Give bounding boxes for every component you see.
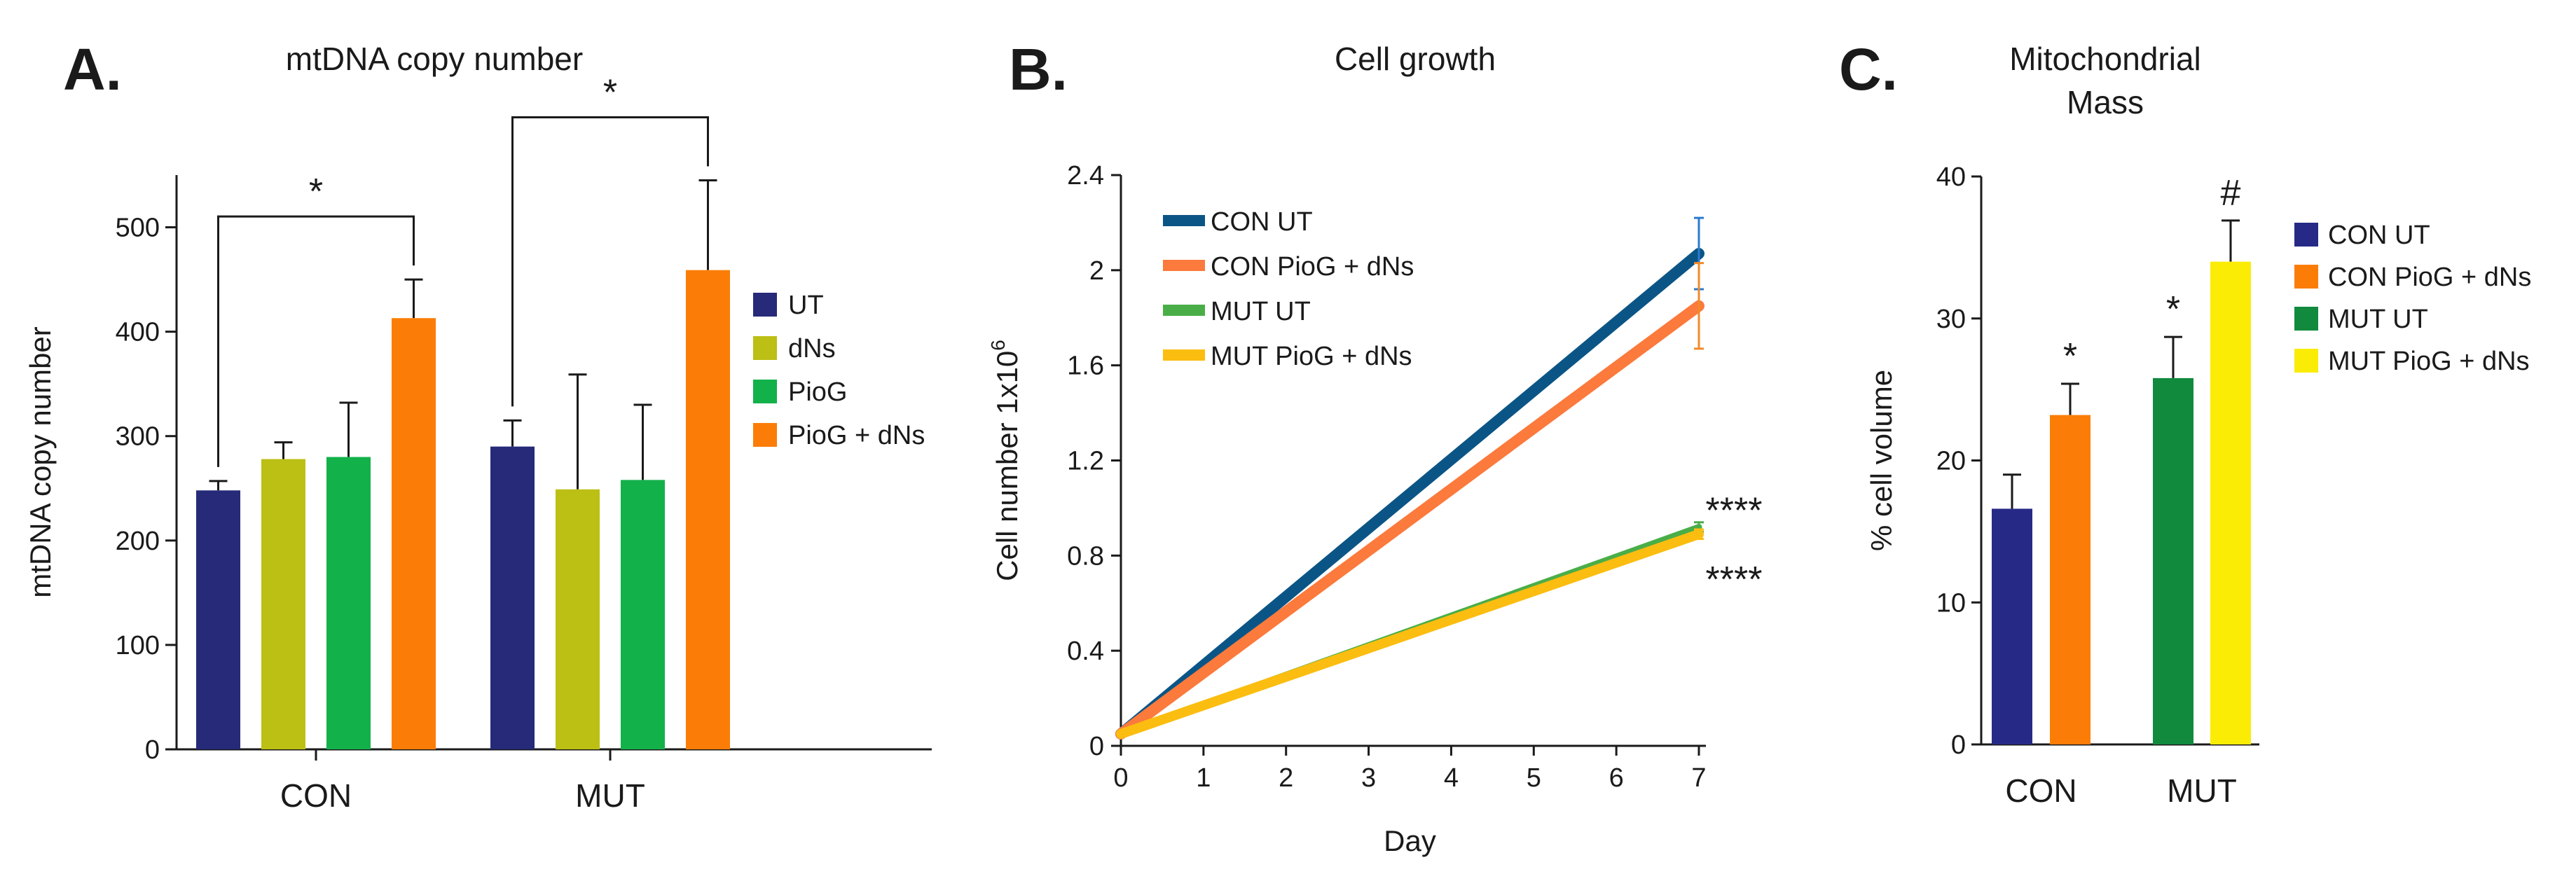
panel-b-x-axis-title: Day: [1384, 824, 1436, 857]
panel-b-series-line: [1116, 529, 1704, 740]
panel-b-x-tick-label: 4: [1444, 763, 1459, 793]
panel-a-bar: [392, 318, 436, 750]
panel-a-legend-swatch: [753, 380, 777, 403]
panel-c-category-label: MUT: [2167, 772, 2237, 809]
panel-b-x-tick-label: 0: [1113, 763, 1128, 793]
panel-c-y-tick-label: 20: [1936, 447, 1966, 476]
panel-a-letter: A.: [63, 36, 122, 102]
panel-b-x-tick-label: 6: [1609, 763, 1624, 793]
panel-b-y-tick-label: 1.6: [1067, 352, 1104, 381]
panel-c-bar: [2153, 377, 2193, 744]
panel-b-y-tick-label: 0.8: [1067, 541, 1104, 571]
panel-a-legend-swatch: [753, 336, 777, 360]
panel-a-bar: [686, 270, 730, 749]
panel-b-significance-stars: ****: [1706, 491, 1763, 532]
panel-a-y-tick-label: 500: [116, 214, 160, 243]
panel-b-title: Cell growth: [1335, 41, 1496, 77]
panel-a-significance-bracket: [511, 116, 709, 407]
panel-c-y-tick-label: 40: [1936, 162, 1966, 192]
panel-c-bar: [2050, 415, 2091, 744]
panel-a-legend-label: dNs: [788, 334, 836, 363]
panel-b-legend-label: CON PioG + dNs: [1211, 252, 1414, 282]
panel-b-y-axis-title: Cell number 1x106: [987, 340, 1024, 581]
panel-b-x-tick-label: 7: [1691, 763, 1706, 793]
panel-c-legend-swatch: [2294, 265, 2318, 289]
panel-c-legend-swatch: [2294, 307, 2318, 331]
panel-b-x-tick-label: 1: [1196, 763, 1211, 793]
panel-c-legend-label: CON PioG + dNs: [2328, 263, 2531, 292]
panel-c-significance-mark: #: [2221, 173, 2241, 214]
panel-c-category-label: CON: [2005, 772, 2076, 809]
panel-a-y-tick-label: 0: [145, 735, 160, 765]
panel-a-bar: [621, 480, 665, 749]
panel-a-significance-star: *: [603, 72, 617, 113]
panel-a-legend-swatch: [753, 423, 777, 447]
panel-a-y-tick-label: 400: [116, 318, 160, 347]
panel-c-legend-label: MUT UT: [2328, 305, 2428, 334]
panel-a-category-label: MUT: [575, 777, 645, 814]
panel-c-title-line2: Mass: [2067, 84, 2144, 120]
panel-c-legend-swatch: [2294, 349, 2318, 373]
panel-a-bar: [556, 489, 600, 749]
panel-a-y-tick-label: 100: [116, 631, 160, 660]
panel-a-title: mtDNA copy number: [286, 41, 583, 77]
panel-a-bar: [326, 457, 371, 749]
panel-b-significance-stars: ****: [1706, 560, 1763, 600]
panel-b-y-tick-label: 0.4: [1067, 637, 1104, 666]
panel-a-legend-label: UT: [788, 291, 824, 320]
panel-b: B. Cell growth 0 0.4 0.8 1.2 1.6 2 2.4 0 1 2 3 4 5 6 7 Da…: [987, 36, 1762, 857]
panel-c-y-tick-label: 10: [1936, 588, 1966, 618]
panel-c-letter: C.: [1839, 36, 1898, 102]
panel-c-significance-mark: *: [2166, 289, 2180, 330]
panel-b-x-tick-label: 2: [1279, 763, 1293, 793]
panel-a-bar: [490, 446, 535, 749]
panel-b-y-tick-label: 2.4: [1067, 161, 1104, 190]
panel-b-x-tick-label: 5: [1527, 763, 1541, 793]
panel-a-legend-swatch: [753, 293, 777, 317]
panel-b-y-tick-label: 1.2: [1067, 447, 1104, 476]
panel-b-y-tick-label: 0: [1089, 732, 1104, 761]
panel-c-y-axis-title: % cell volume: [1865, 370, 1898, 551]
panel-a-bar: [196, 490, 240, 749]
panel-a-category-label: CON: [280, 777, 352, 814]
panel-c-bar: [2210, 261, 2251, 744]
panel-b-legend-label: CON UT: [1211, 207, 1313, 237]
panel-a-legend-label: PioG: [788, 377, 847, 407]
panel-c-significance-mark: *: [2063, 336, 2077, 377]
panel-b-legend-label: MUT PioG + dNs: [1211, 342, 1412, 371]
panel-a-significance-bracket: [217, 215, 415, 467]
panel-c-y-tick-label: 30: [1936, 305, 1966, 334]
panel-a-bar: [261, 459, 305, 749]
panel-b-x-tick-label: 3: [1361, 763, 1376, 793]
panel-b-series-line: [1115, 300, 1704, 740]
panel-a-y-axis-title: mtDNA copy number: [24, 326, 57, 597]
panel-b-legend-label: MUT UT: [1211, 297, 1311, 326]
panel-c-legend-label: CON UT: [2328, 221, 2430, 250]
panel-b-y-tick-label: 2: [1089, 256, 1104, 286]
panel-c-legend-label: MUT PioG + dNs: [2328, 347, 2530, 376]
panel-c-legend-swatch: [2294, 223, 2318, 247]
panel-c: C. Mitochondrial Mass 0 10 20 30 40 % cell volum…: [1839, 36, 2531, 809]
panel-b-series-line: [1115, 248, 1704, 740]
panel-a-y-tick-label: 200: [116, 527, 160, 556]
panel-a-legend-label: PioG + dNs: [788, 421, 925, 450]
panel-c-bar: [1992, 508, 2032, 744]
panel-a-y-tick-label: 300: [116, 422, 160, 452]
panel-b-letter: B.: [1009, 36, 1068, 102]
panel-a: A. mtDNA copy number 0 100 200 300 400 500 mtDNA…: [24, 36, 932, 814]
panel-c-title: Mitochondrial: [2009, 41, 2201, 77]
panel-a-significance-star: *: [309, 172, 323, 212]
panel-c-y-tick-label: 0: [1951, 730, 1966, 760]
